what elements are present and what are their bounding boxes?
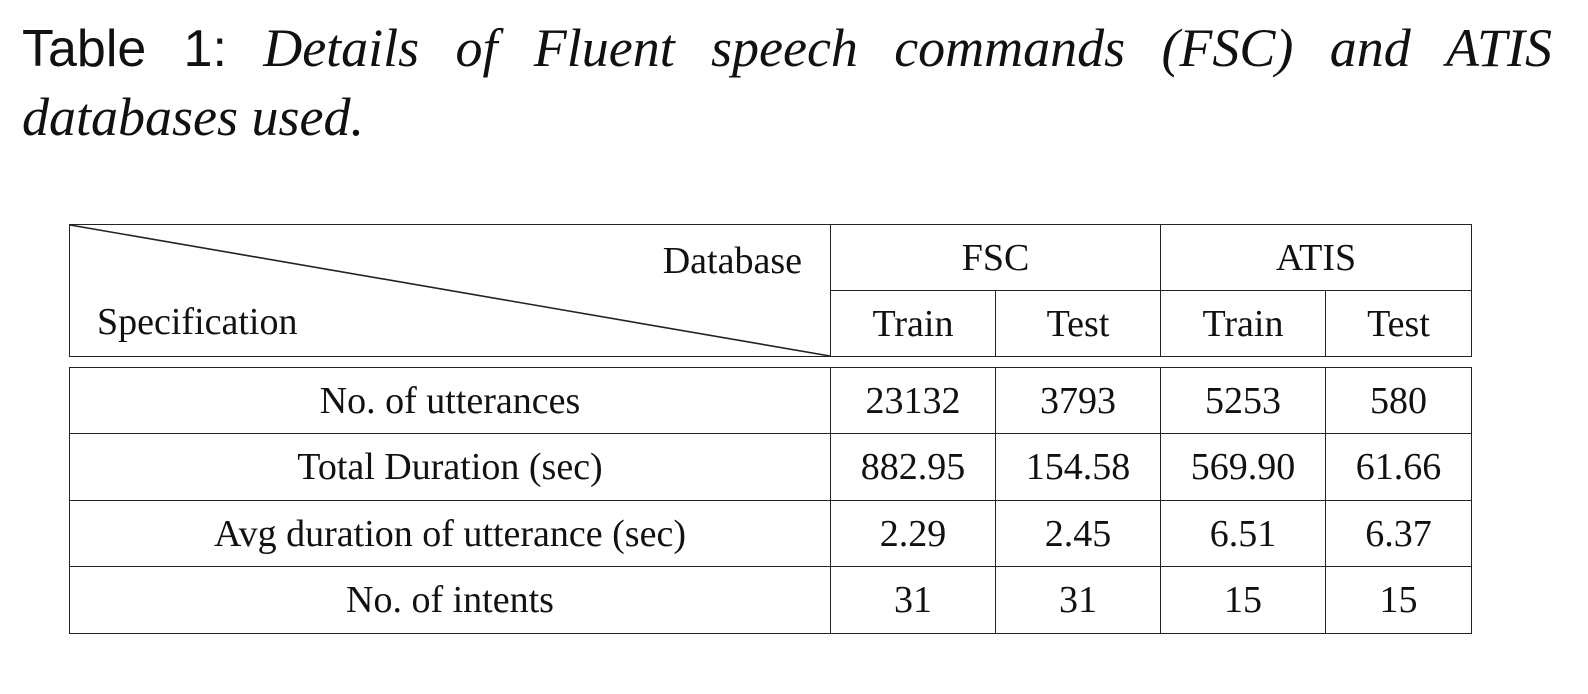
table-cell: 15 [1160,566,1326,634]
group-header-atis: ATIS [1159,224,1473,291]
table-row: No. of intents 31 31 15 15 [69,566,1472,634]
row-label: No. of utterances [69,367,831,434]
corner-diagonal-line [70,225,830,356]
table-cell: 154.58 [995,433,1161,501]
subheader-fsc-test: Test [995,290,1161,357]
table-cell: 6.37 [1325,500,1472,567]
row-label: Total Duration (sec) [69,433,831,501]
table-cell: 882.95 [830,433,996,501]
table-cell: 5253 [1160,367,1326,434]
row-label: Avg duration of utterance (sec) [69,500,831,567]
table-cell: 31 [830,566,996,634]
group-header-fsc: FSC [830,224,1161,291]
table-caption: Table 1: Details of Fluent speech comman… [22,14,1552,151]
table-cell: 569.90 [1160,433,1326,501]
table-row: Avg duration of utterance (sec) 2.29 2.4… [69,500,1472,567]
table-body: No. of utterances 23132 3793 5253 580 To… [69,367,1472,634]
subheader-atis-test: Test [1324,290,1473,357]
table-cell: 6.51 [1160,500,1326,567]
row-label: No. of intents [69,566,831,634]
subheader-fsc-train: Train [830,290,996,357]
table-cell: 2.29 [830,500,996,567]
table-cell: 2.45 [995,500,1161,567]
header-corner-cell: Database Specification [69,224,831,357]
table-cell: 3793 [995,367,1161,434]
table-row: No. of utterances 23132 3793 5253 580 [69,367,1472,434]
corner-database-label: Database [662,240,802,282]
caption-text: Details of Fluent speech commands (FSC) … [22,18,1552,147]
table-row: Total Duration (sec) 882.95 154.58 569.9… [69,433,1472,501]
table-cell: 580 [1325,367,1472,434]
caption-label: Table 1: [22,20,227,78]
table-cell: 31 [995,566,1161,634]
subheader-atis-train: Train [1160,290,1326,357]
table-cell: 15 [1325,566,1472,634]
corner-specification-label: Specification [97,301,298,343]
table-header: Database Specification FSC ATIS Train Te… [69,224,1473,357]
table-cell: 23132 [830,367,996,434]
table-cell: 61.66 [1325,433,1472,501]
